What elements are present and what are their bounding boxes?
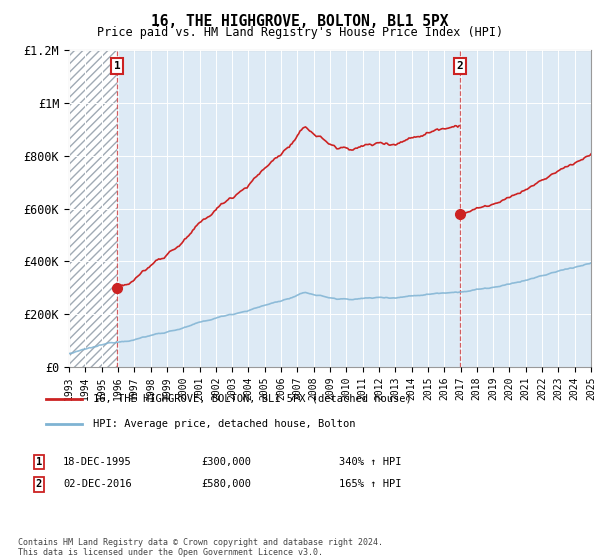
- Text: 340% ↑ HPI: 340% ↑ HPI: [339, 457, 401, 467]
- Text: 16, THE HIGHGROVE, BOLTON, BL1 5PX: 16, THE HIGHGROVE, BOLTON, BL1 5PX: [151, 14, 449, 29]
- Text: 16, THE HIGHGROVE, BOLTON, BL1 5PX (detached house): 16, THE HIGHGROVE, BOLTON, BL1 5PX (deta…: [93, 394, 412, 404]
- Text: 2: 2: [36, 479, 42, 489]
- Text: Contains HM Land Registry data © Crown copyright and database right 2024.
This d: Contains HM Land Registry data © Crown c…: [18, 538, 383, 557]
- Text: £300,000: £300,000: [201, 457, 251, 467]
- Text: 2: 2: [457, 61, 463, 71]
- Text: 1: 1: [36, 457, 42, 467]
- Bar: [69, 50, 117, 367]
- Text: 02-DEC-2016: 02-DEC-2016: [63, 479, 132, 489]
- Text: 165% ↑ HPI: 165% ↑ HPI: [339, 479, 401, 489]
- Text: Price paid vs. HM Land Registry's House Price Index (HPI): Price paid vs. HM Land Registry's House …: [97, 26, 503, 39]
- Text: £580,000: £580,000: [201, 479, 251, 489]
- Text: 18-DEC-1995: 18-DEC-1995: [63, 457, 132, 467]
- Text: HPI: Average price, detached house, Bolton: HPI: Average price, detached house, Bolt…: [93, 419, 355, 430]
- Text: 1: 1: [114, 61, 121, 71]
